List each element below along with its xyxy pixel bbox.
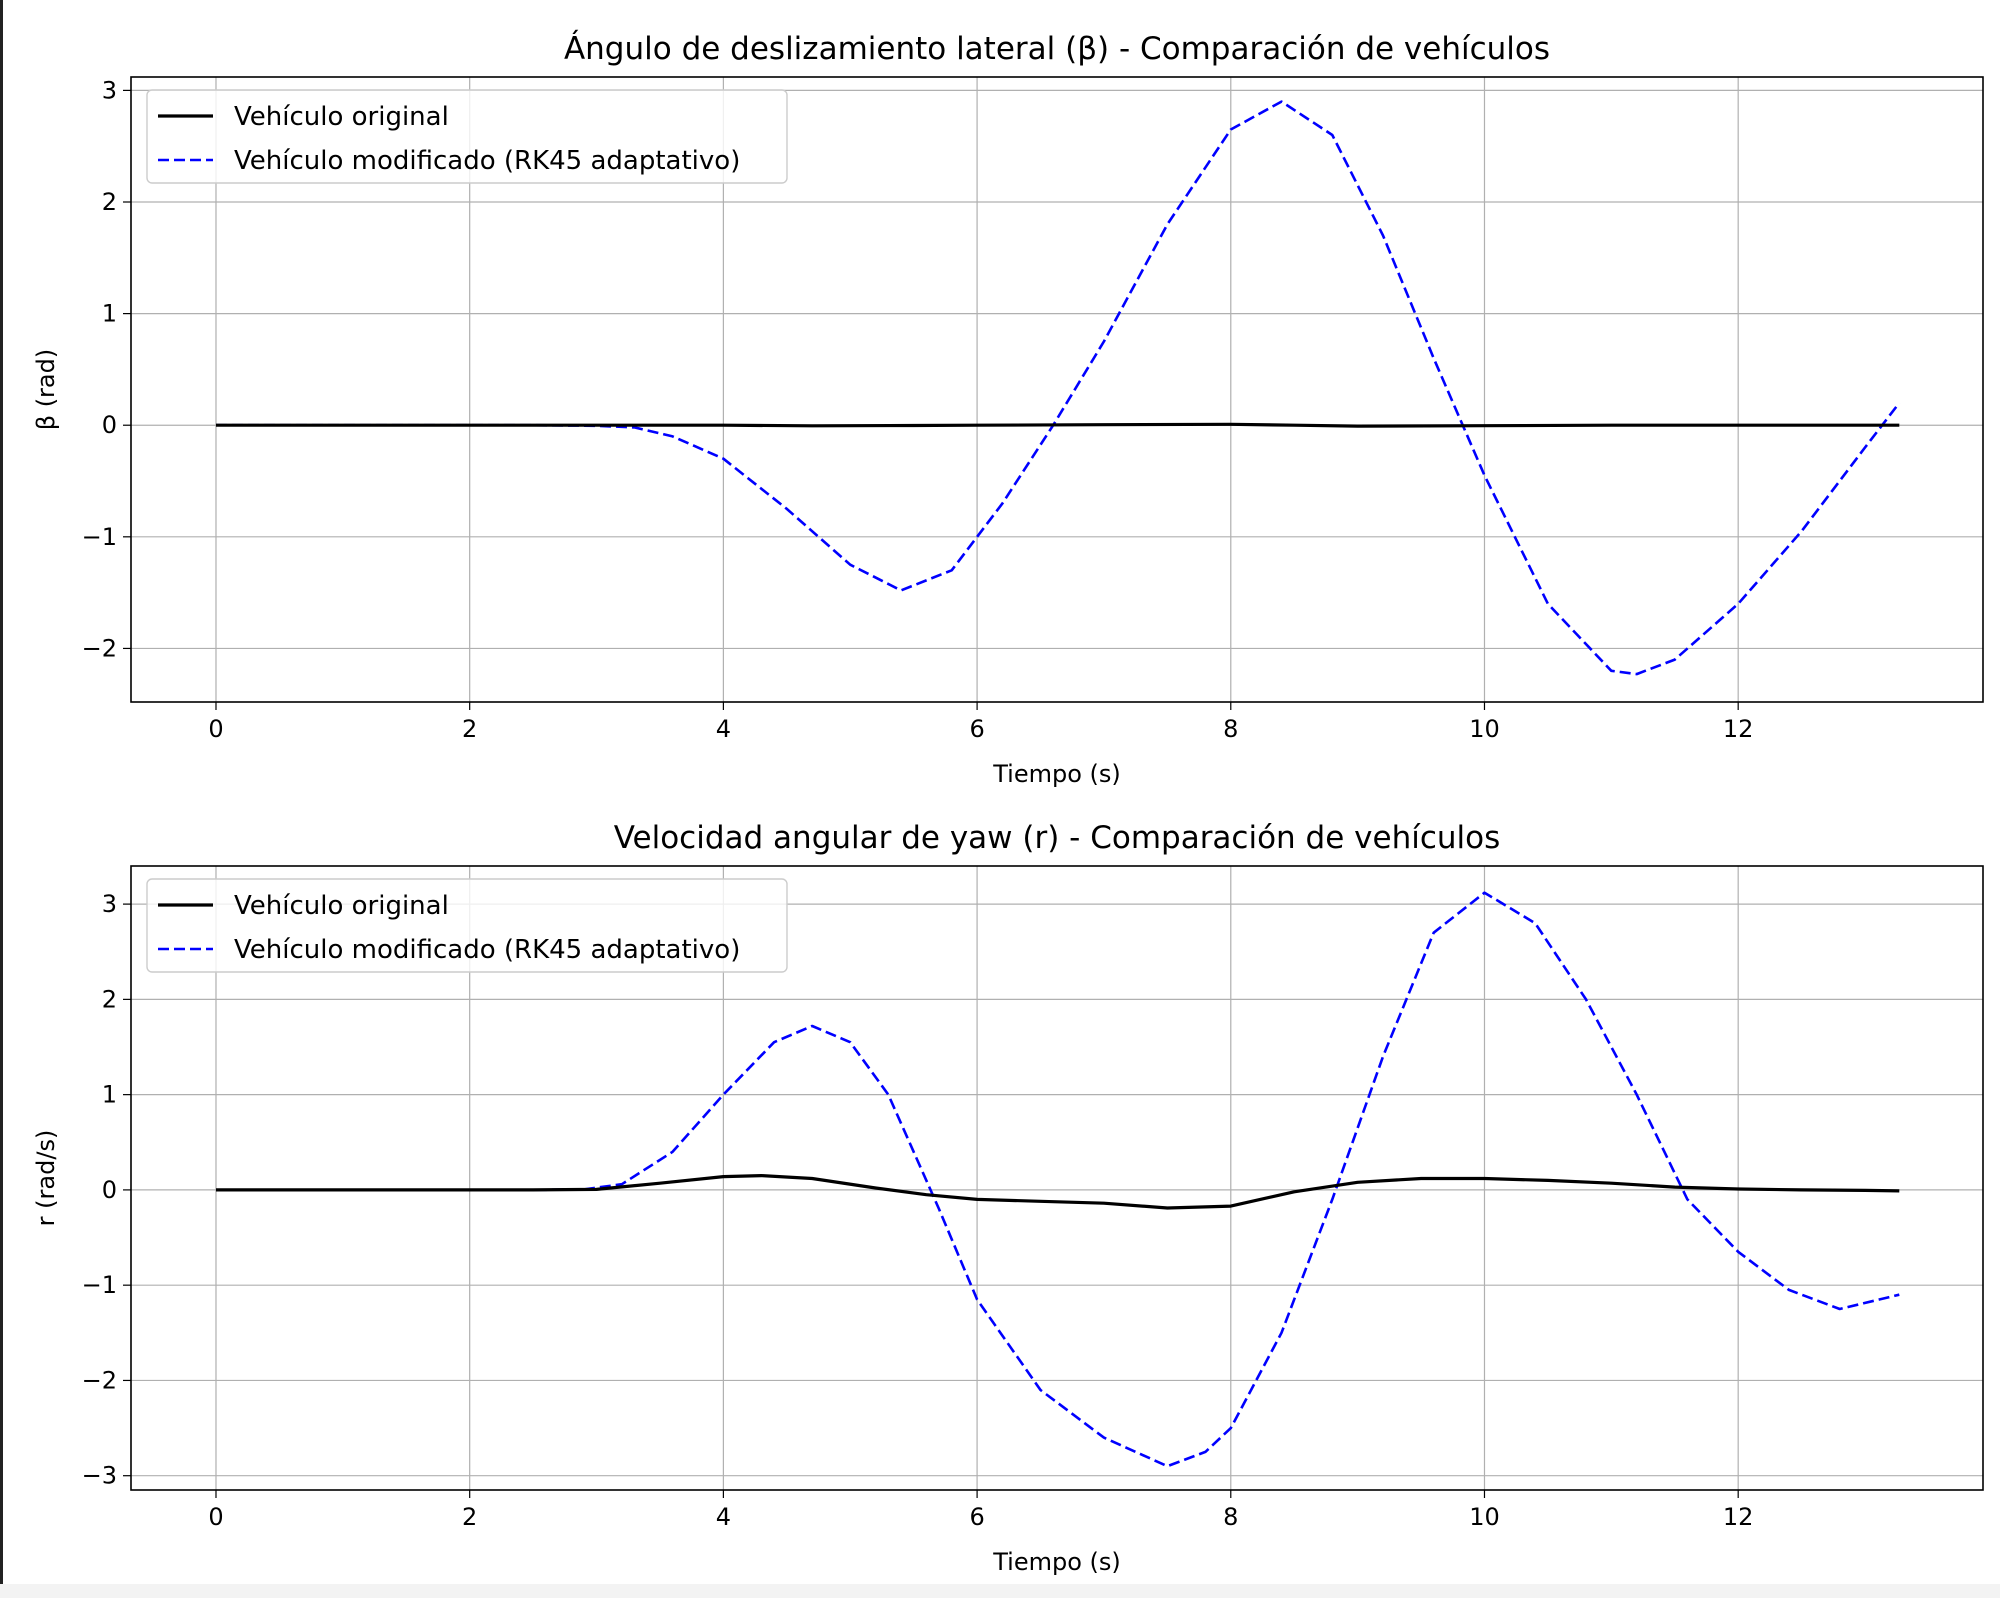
subplot-sideslip-angle: Ángulo de deslizamiento lateral (β) - Co… xyxy=(32,31,1984,788)
x-tick-label: 2 xyxy=(462,1503,477,1531)
y-tick-label: −3 xyxy=(82,1462,117,1490)
x-tick-label: 6 xyxy=(969,1503,984,1531)
y-tick-label: 1 xyxy=(102,1081,117,1109)
y-axis-label: β (rad) xyxy=(32,349,60,430)
subplot-yaw-rate: Velocidad angular de yaw (r) - Comparaci… xyxy=(32,820,1984,1576)
legend-box xyxy=(146,878,788,973)
x-tick-label: 2 xyxy=(462,715,477,743)
y-tick-label: 3 xyxy=(102,890,117,918)
x-tick-label: 4 xyxy=(716,1503,731,1531)
x-tick-label: 4 xyxy=(716,715,731,743)
window-left-edge xyxy=(0,0,3,1598)
y-tick-label: 1 xyxy=(102,300,117,328)
window-bottom-band xyxy=(0,1584,2000,1598)
x-axis-label: Tiempo (s) xyxy=(992,760,1121,788)
y-tick-label: −2 xyxy=(82,1366,117,1394)
y-tick-label: 2 xyxy=(102,985,117,1013)
series-line-original xyxy=(216,422,1900,428)
x-tick-label: 6 xyxy=(969,715,984,743)
y-tick-label: 0 xyxy=(102,411,117,439)
x-axis-label: Tiempo (s) xyxy=(992,1548,1121,1576)
plot-frame xyxy=(130,865,1984,1491)
legend-box xyxy=(146,89,788,184)
x-tick-label: 8 xyxy=(1223,1503,1238,1531)
subplot-title: Ángulo de deslizamiento lateral (β) - Co… xyxy=(564,31,1550,67)
y-tick-label: −1 xyxy=(82,1271,117,1299)
x-tick-label: 0 xyxy=(208,715,223,743)
x-tick-label: 10 xyxy=(1469,715,1500,743)
plot-frame xyxy=(130,76,1984,703)
legend-entry-modified: Vehículo modificado (RK45 adaptativo) xyxy=(234,935,740,965)
legend: Vehículo original Vehículo modificado (R… xyxy=(146,878,788,973)
legend: Vehículo original Vehículo modificado (R… xyxy=(146,89,788,184)
y-tick-label: 3 xyxy=(102,76,117,104)
x-tick-label: 10 xyxy=(1469,1503,1500,1531)
y-tick-label: 2 xyxy=(102,188,117,216)
x-tick-label: 12 xyxy=(1723,1503,1754,1531)
x-tick-label: 12 xyxy=(1723,715,1754,743)
y-tick-label: −2 xyxy=(82,634,117,662)
x-tick-label: 0 xyxy=(208,1503,223,1531)
y-tick-label: 0 xyxy=(102,1176,117,1204)
y-tick-label: −1 xyxy=(82,523,117,551)
legend-entry-modified: Vehículo modificado (RK45 adaptativo) xyxy=(234,146,740,176)
y-axis-label: r (rad/s) xyxy=(32,1130,60,1227)
series-line-modified xyxy=(216,100,1901,676)
legend-entry-original: Vehículo original xyxy=(234,891,449,921)
series-line-modified xyxy=(216,891,1900,1468)
subplot-title: Velocidad angular de yaw (r) - Comparaci… xyxy=(614,820,1501,856)
series-line-original xyxy=(216,1174,1900,1210)
x-tick-label: 8 xyxy=(1223,715,1238,743)
legend-entry-original: Vehículo original xyxy=(234,102,449,132)
